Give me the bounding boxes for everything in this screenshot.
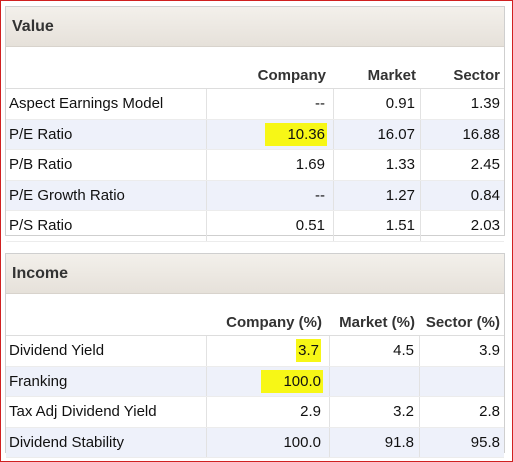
company-value: -- (207, 180, 334, 210)
market-value: 0.91 (334, 89, 421, 119)
highlighted-company-value: 10.36 (265, 122, 327, 146)
market-value: 3.2 (330, 397, 420, 427)
value-header-market: Market (367, 67, 416, 84)
income-panel: Income Company (%) Market (%) Sector (%)… (5, 253, 505, 458)
table-row-aspect-earnings-model: Aspect Earnings Model -- 0.91 1.39 (6, 89, 504, 120)
row-label: P/B Ratio (6, 150, 207, 180)
income-header-blank (6, 294, 207, 335)
sector-value: 16.88 (462, 125, 500, 143)
income-column-headers: Company (%) Market (%) Sector (%) (6, 294, 504, 336)
company-value: 100.0 (207, 427, 330, 457)
market-value: 16.07 (334, 119, 421, 149)
company-value: 0.51 (207, 211, 334, 241)
market-value: 91.8 (330, 427, 420, 457)
row-label: Dividend Yield (6, 336, 207, 366)
row-label: P/S Ratio (6, 211, 207, 241)
sector-value: 95.8 (470, 433, 500, 451)
company-cell: 3.7 (207, 336, 330, 366)
sector-value: 1.39 (470, 95, 500, 113)
table-row-dividend-stability: Dividend Stability 100.0 91.8 95.8 (6, 427, 504, 458)
row-label: Tax Adj Dividend Yield (6, 397, 207, 427)
market-value: 1.27 (334, 180, 421, 210)
sector-value: 2.45 (470, 156, 500, 174)
row-label: Franking (6, 366, 207, 396)
table-row-franking: Franking 100.0 (6, 366, 504, 397)
value-section-title: Value (6, 7, 504, 47)
value-header-company: Company (257, 67, 326, 84)
row-label: P/E Growth Ratio (6, 180, 207, 210)
sector-value: 2.8 (479, 403, 500, 421)
highlighted-company-value: 3.7 (296, 339, 321, 363)
company-value: 1.69 (207, 150, 334, 180)
market-value: 1.33 (334, 150, 421, 180)
value-header-blank (6, 47, 207, 88)
table-row-dividend-yield: Dividend Yield 3.7 4.5 3.9 (6, 336, 504, 367)
market-value: 1.51 (334, 211, 421, 241)
income-header-market: Market (%) (339, 314, 415, 331)
row-label: P/E Ratio (6, 119, 207, 149)
value-column-headers: Company Market Sector (6, 47, 504, 89)
company-value: -- (207, 89, 334, 119)
row-label: Dividend Stability (6, 427, 207, 457)
market-value (330, 366, 420, 396)
highlighted-company-value: 100.0 (261, 369, 323, 393)
table-row-pe-ratio: P/E Ratio 10.36 16.07 16.88 (6, 119, 504, 150)
company-cell: 10.36 (207, 119, 334, 149)
income-header-company: Company (%) (226, 314, 322, 331)
table-row-pb-ratio: P/B Ratio 1.69 1.33 2.45 (6, 150, 504, 181)
sector-value: 3.9 (479, 342, 500, 360)
table-row-ps-ratio: P/S Ratio 0.51 1.51 2.03 (6, 211, 504, 242)
table-row-tax-adj-dividend-yield: Tax Adj Dividend Yield 2.9 3.2 2.8 (6, 397, 504, 428)
company-cell: 100.0 (207, 366, 330, 396)
table-row-pe-growth-ratio: P/E Growth Ratio -- 1.27 0.84 (6, 180, 504, 211)
market-value: 4.5 (330, 336, 420, 366)
income-header-sector: Sector (%) (425, 314, 500, 331)
sector-value: 2.03 (470, 217, 500, 235)
sector-value: 0.84 (470, 186, 500, 204)
sector-value (420, 367, 504, 397)
income-section-title: Income (6, 254, 504, 294)
value-header-sector: Sector (453, 67, 500, 84)
row-label: Aspect Earnings Model (6, 89, 207, 119)
company-value: 2.9 (207, 397, 330, 427)
value-panel: Value Company Market Sector Aspect Earni… (5, 6, 505, 242)
